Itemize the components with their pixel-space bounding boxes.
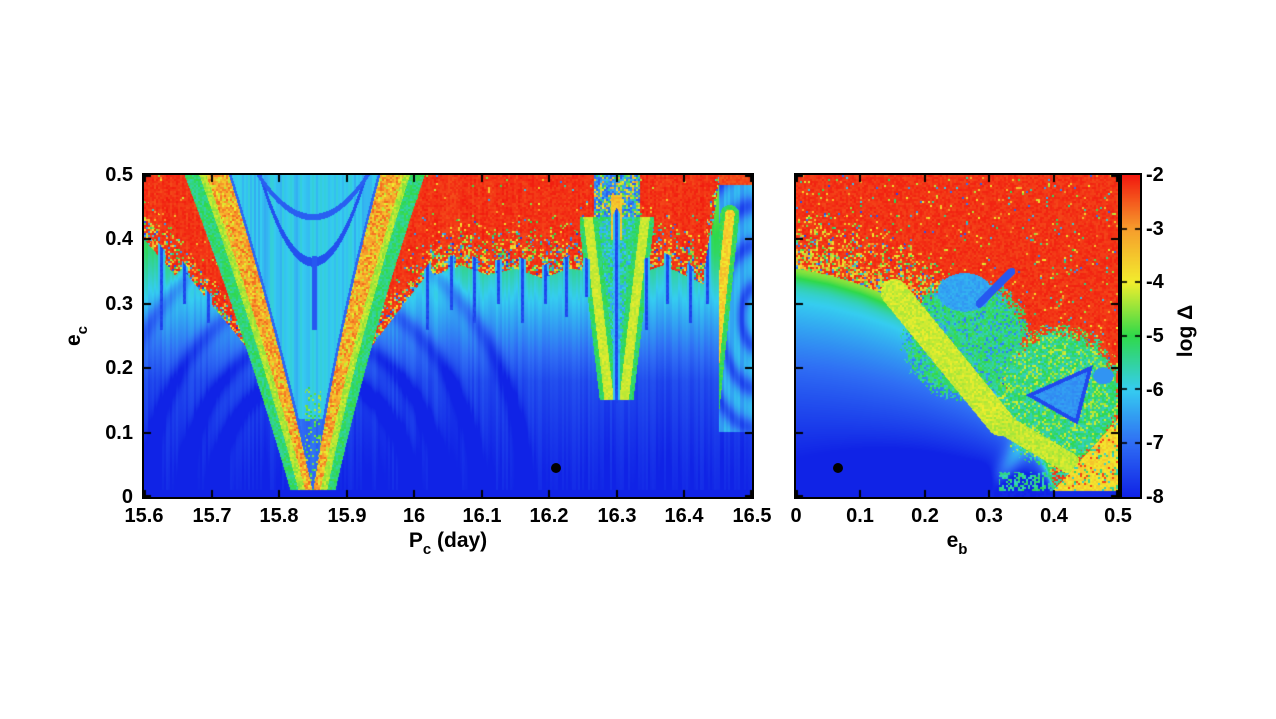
colorbar-canvas <box>1122 175 1140 497</box>
colorbar-tick-label: -6 <box>1146 379 1164 401</box>
x-tick-label: 0 <box>790 505 802 527</box>
x-tick-label: 16 <box>402 505 426 527</box>
y-tick-label: 0.2 <box>105 357 133 379</box>
x-tick-label: 0.1 <box>846 505 874 527</box>
y-axis-label: ec <box>62 325 92 347</box>
colorbar-tick-label: -8 <box>1146 486 1164 508</box>
x-tick-label: 16.5 <box>732 505 772 527</box>
x-axis-label-right: eb <box>946 529 968 559</box>
colorbar-tick-label: -2 <box>1146 164 1164 186</box>
heatmap-panel-left <box>142 173 754 499</box>
colorbar-tick-label: -7 <box>1146 432 1164 454</box>
x-tick-label: 0.5 <box>1104 505 1132 527</box>
x-tick-label: 16.1 <box>462 505 502 527</box>
heatmap-canvas-left <box>144 175 752 497</box>
x-tick-label: 0.3 <box>975 505 1003 527</box>
colorbar <box>1120 173 1142 499</box>
x-tick-label: 15.7 <box>192 505 232 527</box>
x-tick-label: 0.2 <box>911 505 939 527</box>
colorbar-tick-label: -5 <box>1146 325 1164 347</box>
y-tick-label: 0.4 <box>105 228 133 250</box>
x-tick-label: 16.2 <box>529 505 569 527</box>
y-tick-label: 0.3 <box>105 293 133 315</box>
x-axis-label-left: Pc (day) <box>408 529 488 559</box>
colorbar-tick-label: -3 <box>1146 218 1164 240</box>
x-tick-label: 15.8 <box>259 505 299 527</box>
heatmap-panel-right <box>794 173 1120 499</box>
colorbar-label: log Δ <box>1174 304 1197 358</box>
x-tick-label: 16.4 <box>664 505 704 527</box>
planet-marker-right <box>832 463 843 474</box>
x-tick-label: 0.4 <box>1040 505 1068 527</box>
x-tick-label: 15.6 <box>124 505 164 527</box>
heatmap-canvas-right <box>796 175 1118 497</box>
colorbar-tick-label: -4 <box>1146 271 1164 293</box>
y-tick-label: 0.1 <box>105 422 133 444</box>
y-tick-label: 0.5 <box>105 164 133 186</box>
planet-marker-left <box>551 463 562 474</box>
x-tick-label: 15.9 <box>327 505 367 527</box>
y-tick-label: 0 <box>121 486 133 508</box>
x-tick-label: 16.3 <box>597 505 637 527</box>
